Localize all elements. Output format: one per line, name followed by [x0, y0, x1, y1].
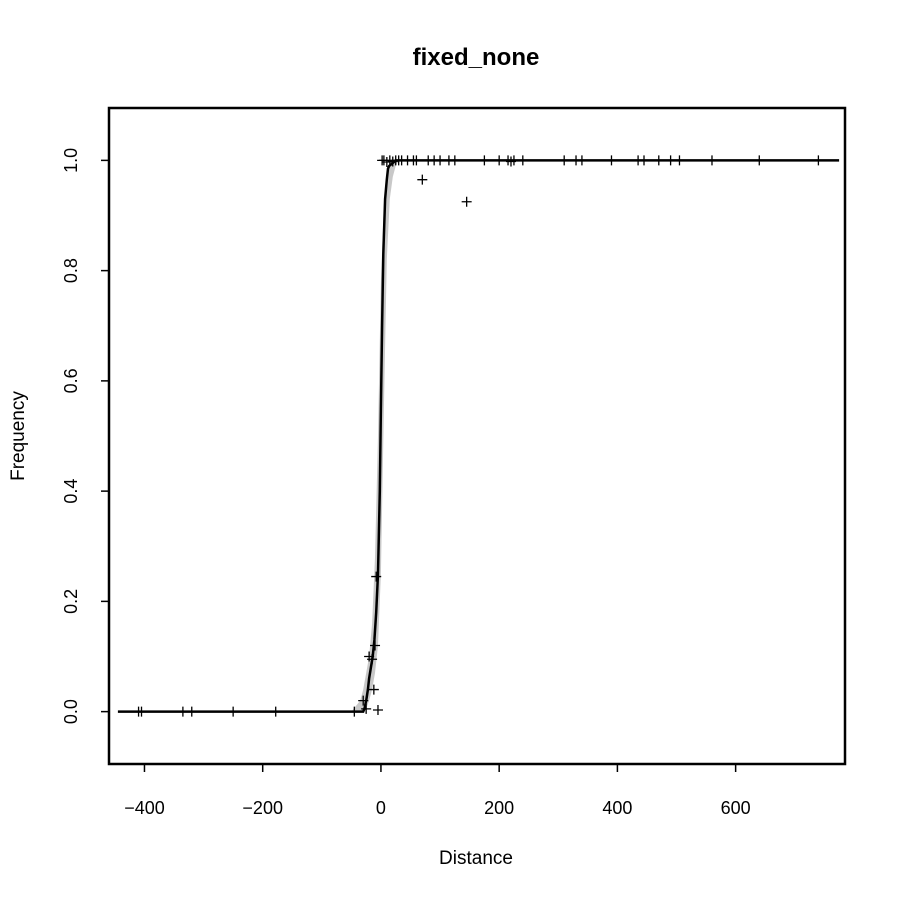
- data-point: [177, 706, 188, 717]
- data-point: [411, 155, 422, 166]
- data-point: [186, 706, 197, 717]
- plot-area: [117, 155, 840, 717]
- y-axis-title: Frequency: [8, 391, 29, 481]
- data-point: [270, 706, 281, 717]
- data-point: [370, 640, 381, 651]
- y-tick-label: 1.0: [61, 148, 81, 173]
- data-point: [435, 155, 446, 166]
- data-point: [461, 196, 472, 207]
- data-point: [754, 155, 765, 166]
- data-point: [358, 695, 369, 706]
- data-point: [494, 155, 505, 166]
- data-point: [136, 706, 147, 717]
- data-point: [706, 155, 717, 166]
- y-tick-label: 0.6: [61, 368, 81, 393]
- y-tick-label: 0.4: [61, 479, 81, 504]
- data-point: [449, 155, 460, 166]
- x-tick-label: 600: [721, 798, 751, 818]
- data-point: [417, 174, 428, 185]
- data-point: [665, 155, 676, 166]
- y-tick-label: 0.2: [61, 589, 81, 614]
- data-point: [813, 155, 824, 166]
- data-point: [559, 155, 570, 166]
- y-tick-label: 0.0: [61, 699, 81, 724]
- x-tick-label: −200: [242, 798, 283, 818]
- data-point: [361, 703, 372, 714]
- data-point: [576, 155, 587, 166]
- data-point: [674, 155, 685, 166]
- x-tick-label: 200: [484, 798, 514, 818]
- chart-title: fixed_none: [413, 44, 540, 71]
- data-point: [368, 684, 379, 695]
- data-point: [606, 155, 617, 166]
- data-point: [349, 706, 360, 717]
- y-axis: 0.0 0.2 0.4 0.6 0.8 1.0: [61, 148, 110, 724]
- y-tick-label: 0.8: [61, 258, 81, 283]
- data-point: [367, 654, 378, 665]
- data-point: [479, 155, 490, 166]
- data-point: [372, 704, 383, 715]
- data-point: [508, 155, 519, 166]
- data-point: [639, 155, 650, 166]
- data-point: [653, 155, 664, 166]
- data-point: [228, 706, 239, 717]
- confidence-band: [351, 160, 405, 712]
- x-tick-label: 0: [376, 798, 386, 818]
- x-tick-label: −400: [124, 798, 165, 818]
- x-axis: −400 −200 0 200 400 600: [124, 763, 751, 818]
- x-tick-label: 400: [602, 798, 632, 818]
- data-point: [517, 155, 528, 166]
- data-point: [371, 571, 382, 582]
- x-axis-title: Distance: [439, 848, 513, 869]
